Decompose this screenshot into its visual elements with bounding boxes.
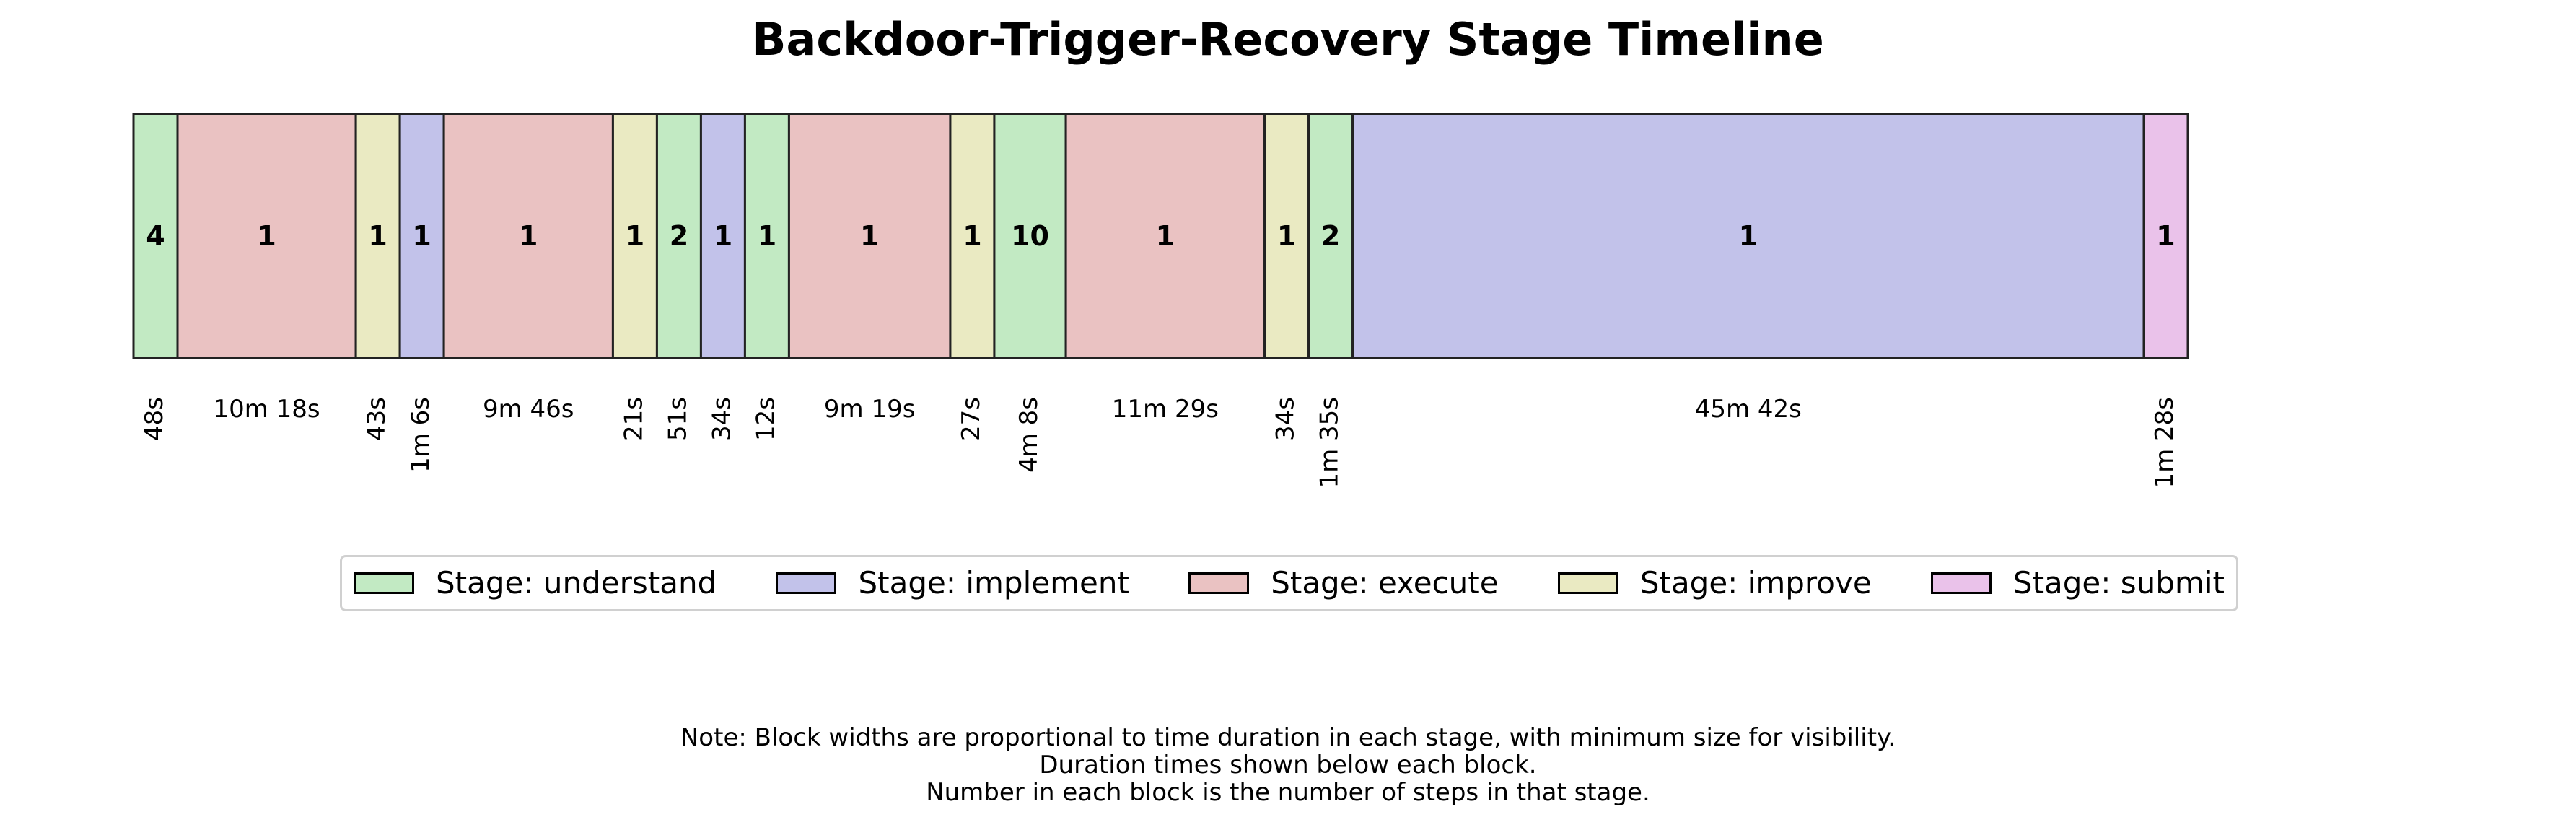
legend-label-improve: Stage: improve — [1639, 565, 1872, 600]
footnote-line: Number in each block is the number of st… — [926, 778, 1650, 807]
legend-label-submit: Stage: submit — [2012, 565, 2225, 600]
step-count-label: 4 — [146, 220, 165, 252]
duration-label: 12s — [751, 397, 780, 441]
duration-label: 1m 6s — [406, 397, 435, 473]
stage-bar-understand — [1307, 113, 1354, 359]
stage-block: 2 51s — [655, 113, 702, 441]
stage-bar-implement — [1351, 113, 2145, 359]
stage-block: 1 9m 19s — [787, 113, 952, 424]
stage-block: 1 43s — [354, 113, 401, 441]
stage-bar-improve — [949, 113, 996, 359]
step-count-label: 1 — [2156, 220, 2175, 252]
step-count-label: 1 — [257, 220, 276, 252]
step-count-label: 2 — [670, 220, 688, 252]
step-count-label: 1 — [860, 220, 879, 252]
stage-bar-improve — [354, 113, 401, 359]
stage-block: 1 11m 29s — [1064, 113, 1266, 424]
stage-bar-improve — [1263, 113, 1310, 359]
stage-bar-improve — [611, 113, 658, 359]
legend-item-improve: Stage: improve — [1557, 565, 1872, 601]
legend-swatch-submit — [1930, 572, 1992, 594]
stage-bar-submit — [2142, 113, 2189, 359]
stage-bar-implement — [699, 113, 746, 359]
step-count-label: 2 — [1321, 220, 1340, 252]
legend-label-execute: Stage: execute — [1271, 565, 1499, 600]
stage-block: 10 4m 8s — [993, 113, 1067, 473]
step-count-label: 1 — [519, 220, 538, 252]
duration-label: 1m 28s — [2150, 397, 2179, 489]
stage-block: 1 9m 46s — [442, 113, 614, 424]
legend-item-understand: Stage: understand — [354, 565, 717, 601]
stage-bar-understand — [743, 113, 790, 359]
stage-bar-execute — [442, 113, 614, 359]
duration-label: 45m 42s — [1695, 395, 1802, 424]
legend-label-understand: Stage: understand — [436, 565, 717, 600]
stage-bar-execute — [1064, 113, 1266, 359]
stage-block: 1 21s — [611, 113, 658, 441]
legend-swatch-understand — [354, 572, 414, 594]
stage-bar-implement — [398, 113, 445, 359]
stage-block: 1 12s — [743, 113, 790, 441]
legend-item-implement: Stage: implement — [776, 565, 1129, 601]
duration-label: 27s — [957, 397, 986, 441]
stage-block: 1 34s — [1263, 113, 1310, 441]
stage-block: 2 1m 35s — [1307, 113, 1354, 489]
stage-bar-execute — [176, 113, 357, 359]
step-count-label: 1 — [1739, 220, 1758, 252]
duration-label: 51s — [663, 397, 692, 441]
footnote-line: Duration times shown below each block. — [1039, 751, 1537, 779]
step-count-label: 10 — [1011, 220, 1049, 252]
step-count-label: 1 — [1156, 220, 1175, 252]
duration-label: 43s — [362, 397, 391, 441]
duration-label: 34s — [1271, 397, 1300, 441]
stage-block: 1 27s — [949, 113, 996, 441]
stage-block: 1 1m 28s — [2142, 113, 2189, 489]
step-count-label: 1 — [626, 220, 644, 252]
step-count-label: 1 — [368, 220, 387, 252]
duration-label: 4m 8s — [1015, 397, 1043, 473]
step-count-label: 1 — [963, 220, 981, 252]
duration-label: 1m 35s — [1315, 397, 1344, 489]
stage-block: 1 1m 6s — [398, 113, 445, 473]
legend-swatch-execute — [1188, 572, 1250, 594]
duration-label: 34s — [707, 397, 736, 441]
step-count-label: 1 — [1277, 220, 1296, 252]
legend-swatch-implement — [776, 572, 837, 594]
stage-bar-execute — [787, 113, 952, 359]
duration-label: 9m 19s — [824, 395, 916, 424]
step-count-label: 1 — [714, 220, 732, 252]
legend-item-submit: Stage: submit — [1930, 565, 2225, 601]
stage-block: 1 34s — [699, 113, 746, 441]
timeline-chart: 4 48s 1 10m 18s 1 43s 1 1m 6s 1 9m 46s 1 21s 2 51s 1 34… — [132, 113, 2189, 489]
stage-block: 1 45m 42s — [1351, 113, 2145, 424]
stage-bar-understand — [993, 113, 1067, 359]
duration-label: 9m 46s — [483, 395, 574, 424]
legend-item-execute: Stage: execute — [1188, 565, 1499, 601]
stage-block: 1 10m 18s — [176, 113, 357, 424]
footnote-line: Note: Block widths are proportional to t… — [680, 723, 1896, 752]
stage-bar-understand — [132, 113, 179, 359]
chart-title: Backdoor-Trigger-Recovery Stage Timeline — [752, 13, 1824, 66]
duration-label: 11m 29s — [1112, 395, 1219, 424]
legend-label-implement: Stage: implement — [858, 565, 1129, 600]
duration-label: 21s — [619, 397, 648, 441]
duration-label: 10m 18s — [213, 395, 320, 424]
footnote: Note: Block widths are proportional to t… — [0, 724, 2576, 806]
stage-block: 4 48s — [132, 113, 179, 441]
legend-swatch-improve — [1557, 572, 1618, 594]
duration-label: 48s — [140, 397, 169, 441]
step-count-label: 1 — [758, 220, 776, 252]
legend: Stage: understand Stage: implement Stage… — [340, 555, 2238, 611]
step-count-label: 1 — [412, 220, 431, 252]
